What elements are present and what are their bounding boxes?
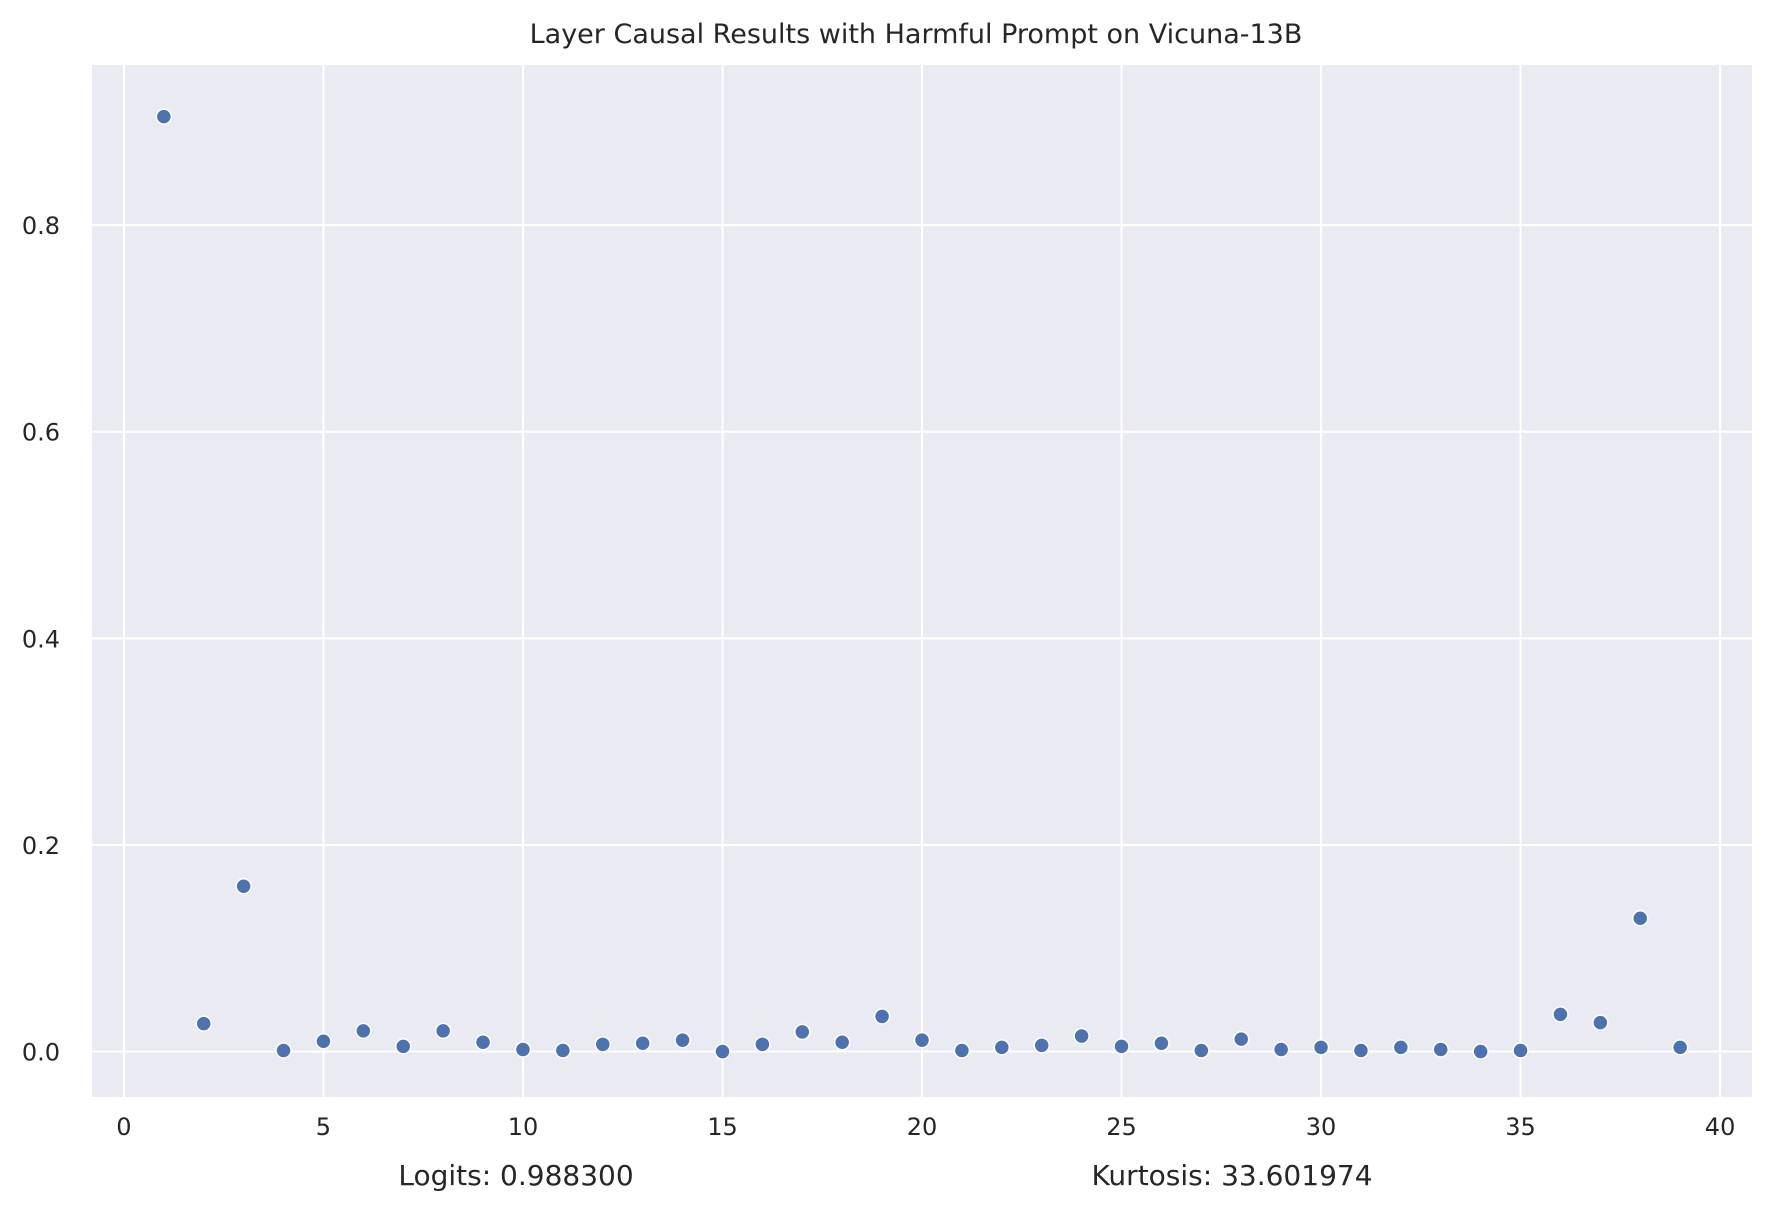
data-point <box>833 1033 851 1051</box>
data-point <box>1153 1035 1170 1052</box>
data-point <box>794 1023 811 1041</box>
data-point <box>315 1032 332 1050</box>
x-tick-label: 30 <box>1306 1113 1337 1141</box>
x-tick-labels: 0 5 10 15 20 25 30 35 40 <box>116 1113 1735 1141</box>
data-point <box>1113 1038 1130 1055</box>
x-tick-label: 35 <box>1505 1113 1536 1141</box>
data-point <box>355 1022 372 1040</box>
data-point <box>634 1035 651 1052</box>
y-tick-labels: 0.0 0.2 0.4 0.6 0.8 <box>22 212 60 1066</box>
data-point <box>1632 910 1649 927</box>
y-tick-label: 0.8 <box>22 212 60 240</box>
data-point <box>1073 1027 1090 1045</box>
y-tick-label: 0.0 <box>22 1039 60 1067</box>
data-point <box>1352 1042 1370 1059</box>
y-tick-label: 0.2 <box>22 832 60 860</box>
data-point <box>1033 1037 1050 1054</box>
chart-title: Layer Causal Results with Harmful Prompt… <box>530 19 1303 50</box>
x-tick-label: 10 <box>508 1113 539 1141</box>
data-point <box>1232 1030 1250 1048</box>
data-point <box>1432 1041 1449 1058</box>
x-tick-label: 40 <box>1705 1113 1736 1141</box>
data-point <box>953 1042 971 1059</box>
data-point <box>395 1038 412 1055</box>
data-point <box>235 878 252 895</box>
data-point <box>993 1039 1011 1056</box>
x-tick-label: 0 <box>116 1113 131 1141</box>
data-point <box>1392 1039 1410 1056</box>
data-point <box>1312 1039 1330 1056</box>
data-point <box>275 1042 292 1059</box>
data-point <box>1272 1041 1290 1058</box>
x-gridlines <box>122 65 1722 1097</box>
data-point <box>434 1022 452 1040</box>
x-tick-label: 15 <box>707 1113 738 1141</box>
data-point <box>1472 1043 1489 1060</box>
data-point <box>1592 1014 1609 1031</box>
data-point <box>1671 1039 1689 1056</box>
data-point <box>714 1043 731 1060</box>
data-point <box>554 1042 572 1059</box>
y-tick-label: 0.4 <box>22 625 60 653</box>
data-points <box>155 108 1689 1060</box>
data-point <box>1512 1042 1529 1059</box>
data-point <box>474 1033 492 1051</box>
data-point <box>1552 1006 1569 1023</box>
x-tick-label: 25 <box>1106 1113 1137 1141</box>
data-point <box>674 1031 691 1049</box>
data-point <box>873 1008 891 1025</box>
data-point <box>594 1036 612 1053</box>
data-point <box>754 1036 771 1053</box>
data-point <box>1193 1042 1210 1059</box>
y-tick-label: 0.6 <box>22 419 60 447</box>
logits-annotation: Logits: 0.988300 <box>398 1159 633 1192</box>
kurtosis-annotation: Kurtosis: 33.601974 <box>1091 1159 1372 1192</box>
data-point <box>155 108 173 125</box>
data-point <box>514 1041 532 1058</box>
x-tick-label: 5 <box>316 1113 331 1141</box>
data-point <box>195 1015 212 1032</box>
data-point <box>913 1031 931 1049</box>
x-tick-label: 20 <box>907 1113 938 1141</box>
